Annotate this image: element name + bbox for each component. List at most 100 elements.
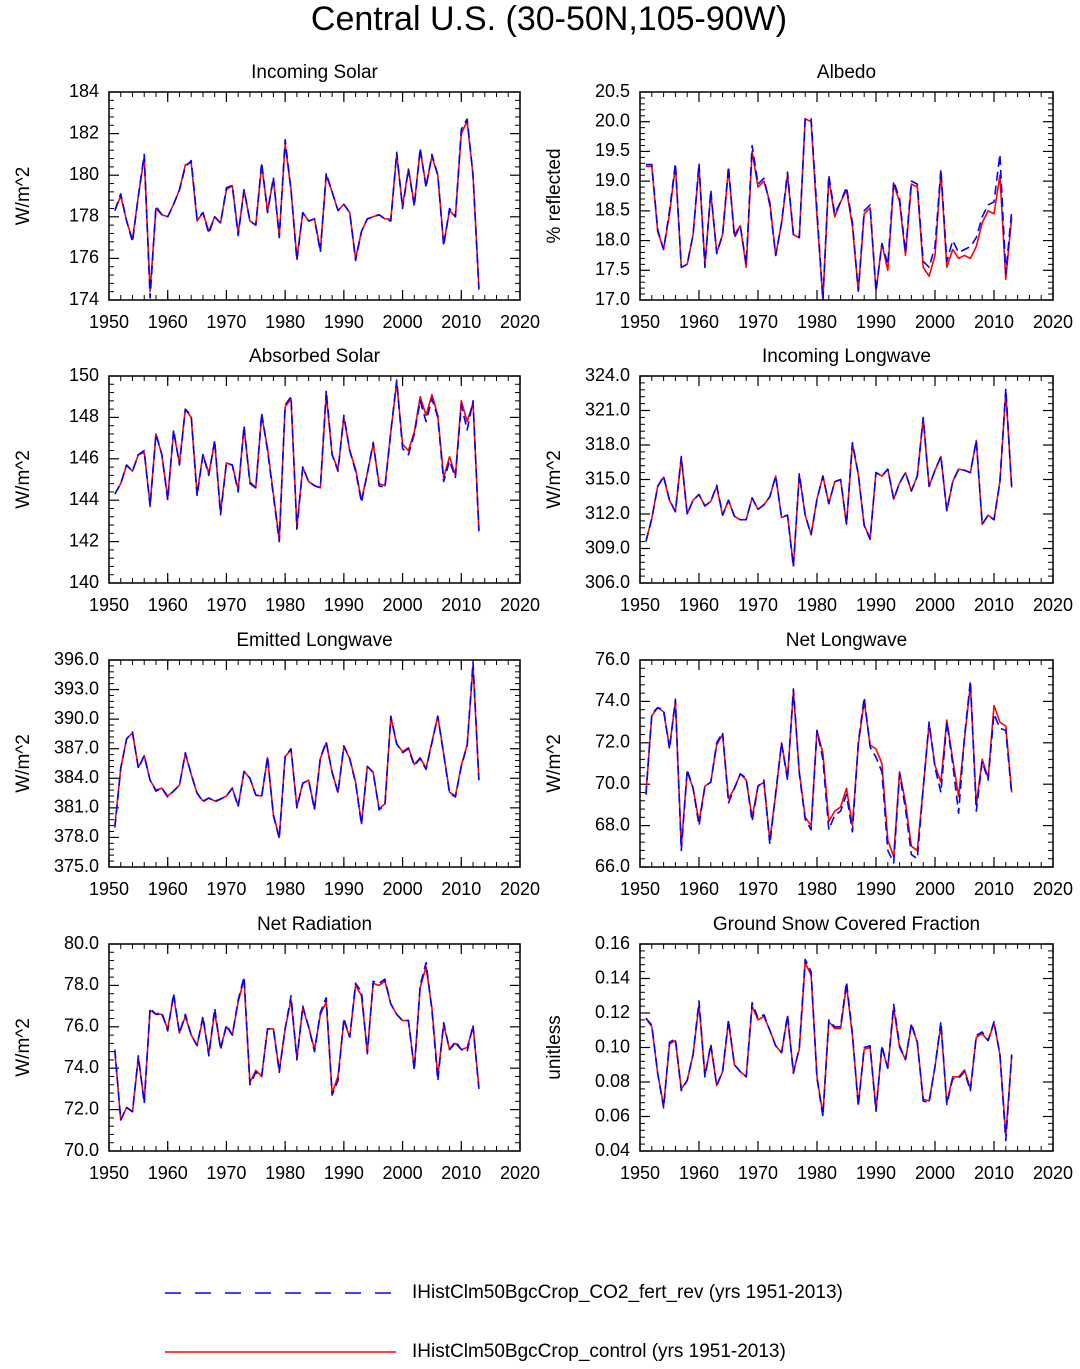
y-tick-label: 144: [69, 489, 99, 509]
chart-panel: Ground Snow Covered Fraction unitless 1950…: [544, 914, 1073, 1183]
series-line-solid: [645, 684, 1013, 858]
y-axis-label: W/m^2: [544, 734, 565, 793]
y-tick-label: 76.0: [595, 649, 630, 669]
x-tick-label: 1960: [148, 312, 188, 332]
y-tick-label: 306.0: [585, 572, 630, 592]
series-line-dashed: [645, 679, 1013, 864]
x-tick-label: 1980: [265, 595, 305, 615]
y-tick-label: 182: [69, 122, 99, 142]
x-tick-label: 2020: [1033, 1163, 1073, 1183]
x-tick-label: 1970: [738, 595, 778, 615]
x-tick-label: 1950: [89, 1163, 129, 1183]
chart-panel: Emitted Longwave W/m^2 1950 1960 1970 1980 199…: [13, 630, 540, 899]
y-tick-label: 142: [69, 530, 99, 550]
x-tick-label: 2020: [1033, 595, 1073, 615]
x-tick-label: 2000: [915, 595, 955, 615]
x-tick-label: 2010: [441, 595, 481, 615]
x-tick-label: 1980: [797, 595, 837, 615]
y-tick-label: 312.0: [585, 503, 630, 523]
x-tick-label: 2000: [383, 879, 423, 899]
y-axis-label: W/m^2: [13, 734, 34, 793]
plot-frame: [108, 659, 521, 868]
panel-title: Albedo: [817, 62, 876, 83]
x-tick-label: 1990: [324, 312, 364, 332]
y-tick-label: 66.0: [595, 856, 630, 876]
x-tick-label: 2000: [915, 1163, 955, 1183]
x-tick-label: 1950: [89, 312, 129, 332]
y-tick-label: 20.5: [595, 81, 630, 101]
chart-panel: Net Longwave W/m^2 1950 1960 1970 1980 1990 200…: [544, 630, 1073, 899]
y-tick-label: 174: [69, 289, 99, 309]
y-tick-label: 384.0: [54, 767, 99, 787]
x-tick-label: 2020: [500, 595, 540, 615]
y-tick-label: 72.0: [64, 1098, 99, 1118]
y-tick-label: 80.0: [64, 933, 99, 953]
chart-panel: Absorbed Solar W/m^2 1950 1960 1970 1980 1990 2…: [13, 346, 540, 615]
plot-frame: [108, 91, 521, 301]
y-axis-label: W/m^2: [13, 1018, 34, 1077]
legend-label: IHistClm50BgcCrop_CO2_fert_rev (yrs 1951…: [412, 1282, 843, 1303]
series-line-solid: [114, 965, 480, 1121]
x-tick-label: 1950: [620, 1163, 660, 1183]
chart-panels: Incoming Solar W/m^2 1950 1960 1970 1980 1990 2…: [13, 62, 1073, 1183]
y-tick-label: 70.0: [595, 773, 630, 793]
x-tick-label: 1970: [738, 1163, 778, 1183]
figure-title: Central U.S. (30-50N,105-90W): [311, 0, 787, 38]
chart-panel: Incoming Solar W/m^2 1950 1960 1970 1980 1990 2…: [13, 62, 540, 332]
panel-title: Ground Snow Covered Fraction: [713, 914, 980, 935]
series-line-dashed: [114, 961, 480, 1121]
x-tick-label: 2010: [441, 312, 481, 332]
plot-frame: [639, 943, 1054, 1152]
x-tick-label: 2000: [383, 312, 423, 332]
x-tick-label: 1960: [679, 312, 719, 332]
y-axis-label: W/m^2: [13, 167, 34, 226]
y-tick-label: 68.0: [595, 814, 630, 834]
series-line-dashed: [114, 118, 480, 299]
x-tick-label: 2000: [383, 595, 423, 615]
x-tick-label: 1950: [620, 312, 660, 332]
y-tick-label: 17.0: [595, 289, 630, 309]
x-tick-label: 1970: [738, 312, 778, 332]
x-tick-label: 2010: [974, 879, 1014, 899]
panel-title: Absorbed Solar: [249, 346, 381, 367]
chart-panel: Incoming Longwave W/m^2 1950 1960 1970 1980 19…: [544, 346, 1073, 615]
x-tick-label: 1960: [679, 595, 719, 615]
y-tick-label: 390.0: [54, 708, 99, 728]
y-tick-label: 72.0: [595, 732, 630, 752]
x-tick-label: 1980: [265, 312, 305, 332]
x-tick-label: 1990: [324, 1163, 364, 1183]
plot-frame: [639, 91, 1054, 301]
y-tick-label: 76.0: [64, 1016, 99, 1036]
y-tick-label: 140: [69, 572, 99, 592]
x-tick-label: 2020: [1033, 312, 1073, 332]
y-axis-label: unitless: [544, 1015, 565, 1079]
y-tick-label: 0.10: [595, 1036, 630, 1056]
series-line-dashed: [114, 661, 480, 840]
y-axis-label: W/m^2: [544, 450, 565, 509]
series-line-solid: [114, 665, 480, 839]
plot-frame: [108, 943, 521, 1152]
plot-frame: [108, 375, 521, 584]
chart-panel: Albedo % reflected 1950 1960 1970 1980 1990 200…: [544, 62, 1073, 332]
x-tick-label: 2000: [915, 312, 955, 332]
x-tick-label: 2010: [974, 595, 1014, 615]
y-tick-label: 148: [69, 406, 99, 426]
y-tick-label: 0.12: [595, 1002, 630, 1022]
x-tick-label: 1980: [265, 879, 305, 899]
y-tick-label: 20.0: [595, 110, 630, 130]
y-tick-label: 180: [69, 164, 99, 184]
x-tick-label: 1960: [148, 1163, 188, 1183]
x-tick-label: 2000: [383, 1163, 423, 1183]
y-tick-label: 396.0: [54, 649, 99, 669]
y-tick-label: 393.0: [54, 678, 99, 698]
x-tick-label: 1950: [89, 595, 129, 615]
x-tick-label: 2020: [500, 312, 540, 332]
y-tick-label: 315.0: [585, 468, 630, 488]
x-tick-label: 1960: [148, 595, 188, 615]
y-tick-label: 18.0: [595, 229, 630, 249]
series-line-solid: [645, 117, 1013, 300]
x-tick-label: 1990: [856, 1163, 896, 1183]
x-tick-label: 1990: [324, 879, 364, 899]
y-tick-label: 150: [69, 365, 99, 385]
